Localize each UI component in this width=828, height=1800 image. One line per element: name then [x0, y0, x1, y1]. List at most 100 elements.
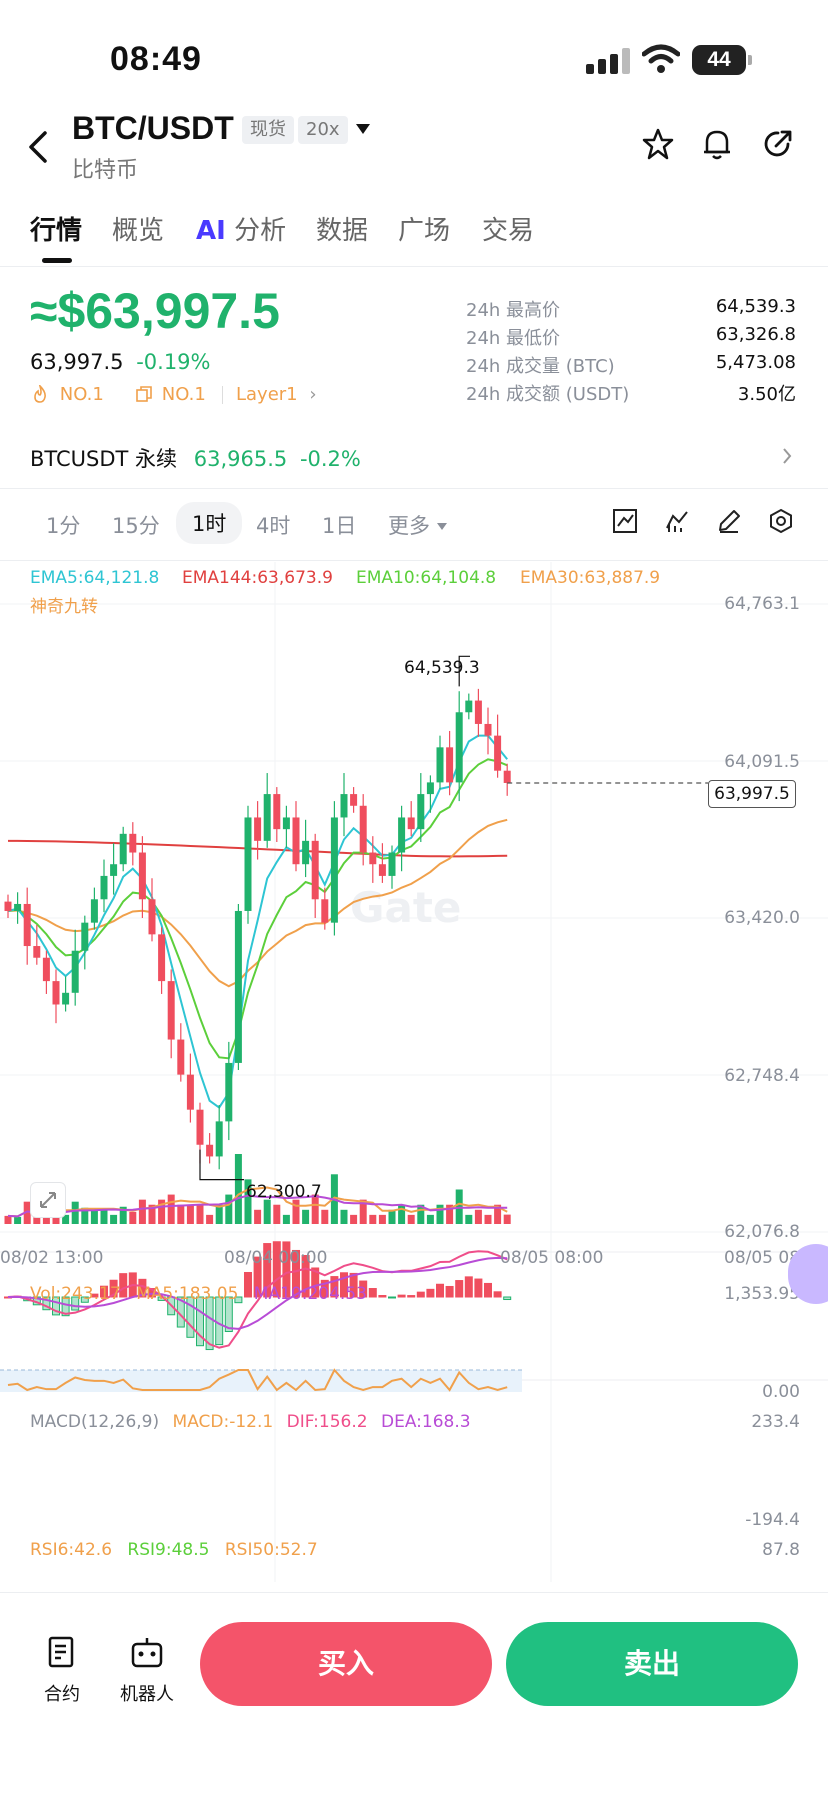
pair-title[interactable]: BTC/USDT: [72, 110, 234, 146]
tab-trade[interactable]: 交易: [482, 216, 535, 246]
tab-square[interactable]: 广场: [398, 216, 451, 246]
macd-bar: [301, 1254, 310, 1298]
stat-value-volume: 5,473.08: [715, 352, 796, 373]
volume-bar: [398, 1204, 406, 1224]
volume-bar: [484, 1214, 492, 1224]
candle-body: [206, 1144, 214, 1157]
low-marker-line: [199, 1149, 244, 1181]
last-price-row: 63,997.5 -0.19%: [30, 350, 211, 374]
candle-body: [350, 794, 358, 806]
bell-icon[interactable]: [702, 128, 732, 160]
main-price: ≈$63,997.5: [30, 283, 280, 339]
tf-more-label: 更多: [388, 514, 430, 538]
candle-body: [503, 770, 511, 783]
macd-y-bottom: -194.4: [745, 1510, 800, 1530]
dropdown-triangle-icon[interactable]: [356, 124, 370, 134]
volume-bar: [158, 1199, 166, 1224]
candle-body: [369, 852, 377, 865]
volume-bar: [455, 1189, 463, 1224]
buy-button[interactable]: 买入: [200, 1622, 492, 1706]
volume-bar: [119, 1206, 127, 1224]
macd-legend: MACD(12,26,9) MACD:-12.1 DIF:156.2 DEA:1…: [30, 1412, 471, 1432]
settings-hexagon-icon[interactable]: [768, 508, 794, 534]
candle-body: [196, 1109, 204, 1145]
candle-body: [378, 864, 386, 876]
macd-bar: [397, 1294, 406, 1298]
leverage-tag[interactable]: 20x: [298, 116, 348, 144]
contract-label: 合约: [44, 1684, 80, 1705]
macd-bar: [282, 1241, 291, 1298]
macd-bar: [196, 1296, 204, 1347]
contract-button[interactable]: 合约: [44, 1636, 80, 1706]
last-price: 63,997.5: [30, 350, 124, 374]
tf-4h[interactable]: 4时: [256, 514, 291, 538]
macd-bar: [52, 1296, 60, 1316]
macd-bar: [186, 1296, 195, 1338]
macd-bar: [484, 1282, 492, 1298]
rsi-line: [7, 1368, 508, 1392]
watermark-logo: Gate: [350, 883, 461, 932]
stat-label-volume: 24h 成交量 (BTC): [466, 356, 615, 377]
tab-overview[interactable]: 概览: [112, 216, 165, 246]
stat-value-high: 64,539.3: [715, 296, 796, 317]
star-icon[interactable]: [642, 128, 674, 160]
back-arrow-icon[interactable]: [28, 130, 48, 164]
draw-line-icon[interactable]: [664, 508, 690, 534]
tf-more[interactable]: 更多: [388, 510, 447, 540]
macd-bar: [311, 1267, 320, 1298]
ema30-label: EMA30:63,887.9: [520, 568, 661, 588]
high-price-annotation: 64,539.3: [404, 658, 480, 678]
volume-bar: [503, 1214, 511, 1224]
vol-ma5-line: [7, 1186, 508, 1218]
rsi-band: [0, 1370, 522, 1392]
tab-market[interactable]: 行情: [30, 216, 83, 246]
candlestick-chart[interactable]: Gate: [0, 562, 828, 1592]
rank-badge-1[interactable]: NO.1: [32, 383, 104, 405]
candle-body: [340, 794, 348, 818]
high-marker-line: [458, 655, 470, 687]
macd-bar: [90, 1293, 99, 1298]
perp-name: BTCUSDT 永续: [30, 447, 178, 471]
tf-1h[interactable]: 1时: [176, 502, 243, 544]
macd-bar: [407, 1295, 416, 1298]
candle-body: [263, 794, 271, 841]
volume-bar: [282, 1214, 290, 1224]
tf-1m[interactable]: 1分: [46, 514, 81, 538]
tab-data[interactable]: 数据: [316, 216, 369, 246]
macd-bar: [80, 1296, 89, 1303]
macd-bar: [455, 1280, 464, 1298]
chevron-right-icon[interactable]: [782, 447, 792, 465]
share-icon[interactable]: [762, 128, 794, 160]
toolbar-divider: [0, 560, 828, 561]
assistant-bubble-icon[interactable]: [788, 1244, 828, 1304]
y-tick: 62,076.8: [724, 1222, 800, 1242]
tf-1d[interactable]: 1日: [322, 514, 357, 538]
macd-bar: [464, 1276, 473, 1298]
candle-body: [292, 817, 300, 865]
perpetual-row[interactable]: BTCUSDT 永续 63,965.5 -0.2%: [30, 443, 361, 473]
layer-badge[interactable]: Layer1 ›: [236, 384, 317, 405]
vol-value: Vol:243.17: [30, 1284, 121, 1304]
x-tick: 08/02 13:00: [0, 1248, 104, 1268]
robot-label: 机器人: [120, 1684, 174, 1705]
macd-dif-value: DIF:156.2: [286, 1412, 368, 1432]
sell-button[interactable]: 卖出: [506, 1622, 798, 1706]
macd-bar: [349, 1272, 358, 1298]
expand-chart-button[interactable]: [30, 1182, 66, 1218]
candle-body: [148, 899, 156, 935]
tab-analysis[interactable]: AI 分析: [196, 210, 286, 247]
edit-pen-icon[interactable]: [716, 508, 742, 534]
volume-bar: [388, 1209, 396, 1224]
volume-bar: [292, 1199, 300, 1224]
volume-bar: [273, 1204, 281, 1224]
macd-bar: [234, 1296, 243, 1304]
volume-bar: [311, 1194, 319, 1224]
macd-bar: [368, 1288, 377, 1298]
candle-body: [119, 833, 127, 865]
ema5-label: EMA5:64,121.8: [30, 568, 160, 588]
robot-button[interactable]: 机器人: [120, 1636, 174, 1706]
active-tab-underline: [42, 258, 72, 263]
indicator-chart-icon[interactable]: [612, 508, 638, 534]
tf-15m[interactable]: 15分: [112, 514, 160, 538]
rank-badge-2[interactable]: NO.1: [136, 384, 206, 405]
